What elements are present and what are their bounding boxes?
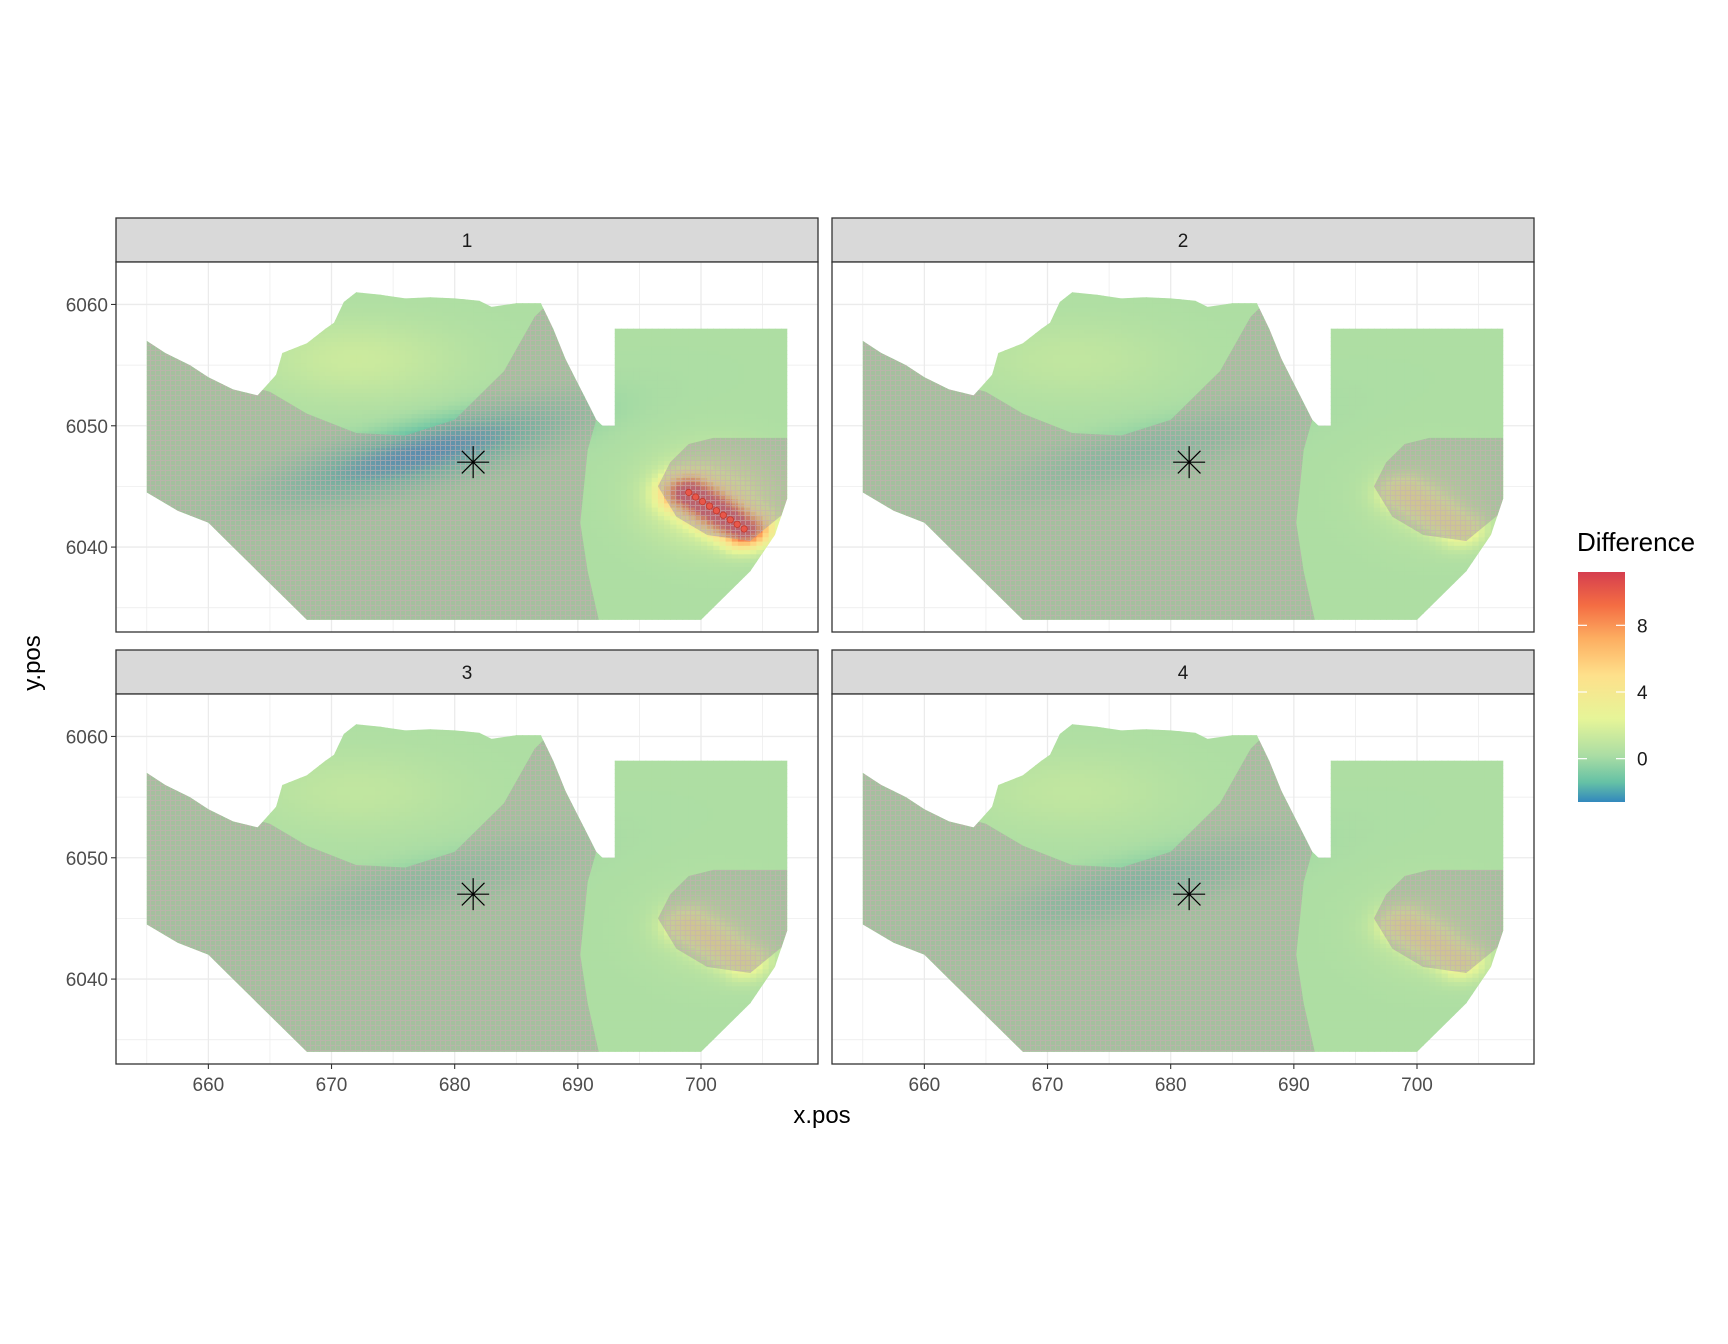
panel-border	[831, 261, 1535, 633]
hotspot-point	[719, 511, 727, 519]
panel-border	[115, 693, 819, 1065]
stippled-area-east	[1373, 869, 1504, 973]
legend-tick-label: 0	[1637, 750, 1648, 771]
stippled-area-west	[862, 736, 1315, 1052]
facet-strip	[115, 649, 819, 695]
hotspot-point	[726, 516, 734, 524]
y-tick-label: 6060	[66, 727, 108, 748]
legend-colorbar	[1578, 572, 1625, 802]
x-tick-label: 690	[562, 1075, 594, 1096]
y-tick-label: 6040	[66, 970, 108, 991]
stippled-area-east	[657, 437, 788, 541]
stippled-area-west	[146, 304, 599, 620]
facet-strip-label: 3	[462, 663, 473, 684]
asterisk-marker	[457, 446, 490, 479]
facet-panel-2: 2	[831, 217, 1535, 633]
x-tick-label: 690	[1278, 1075, 1310, 1096]
panel-border	[115, 261, 819, 633]
facet-strip	[831, 649, 1535, 695]
x-tick-label: 680	[1155, 1075, 1187, 1096]
facet-panel-4: 4	[831, 649, 1535, 1065]
hotspot-point	[740, 525, 748, 533]
facet-strip	[831, 217, 1535, 263]
y-tick-label: 6040	[66, 538, 108, 559]
facet-strip-label: 4	[1178, 663, 1189, 684]
stippled-area-east	[1373, 437, 1504, 541]
facet-strip	[115, 217, 819, 263]
y-tick-label: 6050	[66, 849, 108, 870]
asterisk-marker	[1173, 878, 1206, 911]
hotspot-point	[733, 520, 741, 528]
x-tick-label: 660	[193, 1075, 225, 1096]
stippled-area-west	[862, 304, 1315, 620]
asterisk-marker	[457, 878, 490, 911]
stippled-area-east	[657, 869, 788, 973]
legend: Difference 0 4 8	[1577, 527, 1695, 802]
y-tick-label: 6060	[66, 295, 108, 316]
x-tick-label: 680	[439, 1075, 471, 1096]
hotspot-point	[705, 502, 714, 510]
stippled-area-west	[146, 736, 599, 1052]
panel-border	[831, 693, 1535, 1065]
legend-title: Difference	[1577, 527, 1695, 557]
x-tick-label: 670	[316, 1075, 348, 1096]
axes-layer: 660 670 680 690 700 660 670 680 690 700 6040 6050 60…	[66, 295, 1433, 1096]
x-tick-label: 670	[1032, 1075, 1064, 1096]
x-tick-label: 700	[1401, 1075, 1433, 1096]
facet-panel-3: 3	[115, 649, 819, 1065]
y-axis-title: y.pos	[19, 635, 46, 691]
hotspot-point	[698, 497, 707, 506]
facet-panel-1: 1	[115, 217, 819, 633]
x-tick-label: 700	[685, 1075, 717, 1096]
legend-tick-label: 8	[1637, 616, 1648, 637]
hotspot-point	[685, 488, 693, 497]
panels-layer: 1 2 3 4	[115, 217, 1535, 1065]
legend-tick-label: 4	[1637, 683, 1648, 704]
facet-strip-label: 1	[462, 231, 473, 252]
x-tick-label: 660	[909, 1075, 941, 1096]
asterisk-marker	[1173, 446, 1206, 479]
hotspot-point	[691, 493, 700, 501]
hotspot-point	[712, 507, 721, 515]
facet-strip-label: 2	[1178, 231, 1189, 252]
x-axis-title: x.pos	[793, 1102, 850, 1129]
y-tick-label: 6050	[66, 417, 108, 438]
